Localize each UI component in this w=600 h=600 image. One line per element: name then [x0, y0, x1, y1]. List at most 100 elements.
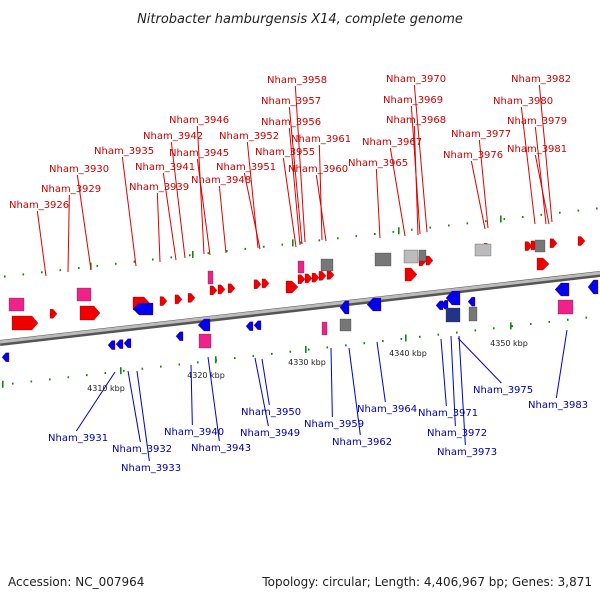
forward-gene: [253, 279, 262, 289]
rna-block: [320, 258, 334, 272]
tick-mark: [86, 374, 88, 377]
tick-mark: [96, 264, 99, 267]
gene-label: Nham_3933: [121, 463, 181, 474]
label-connector: [520, 106, 536, 225]
tick-mark: [152, 258, 154, 261]
gene-label: Nham_3975: [473, 385, 533, 396]
tick-mark-major: [510, 322, 512, 330]
label-connector: [127, 370, 141, 443]
forward-gene: [311, 272, 320, 283]
forward-gene: [174, 294, 183, 305]
gene-label: Nham_3982: [511, 74, 571, 85]
label-connector: [218, 185, 227, 254]
position-label: 4330 kbp: [288, 358, 326, 367]
position-labels: 4310 kbp 4320 kbp 4330 kbp 4340 kbp 4350 kbp: [87, 339, 528, 393]
tick-mark: [41, 271, 43, 274]
rna-block: [468, 306, 478, 322]
gene-label: Nham_3973: [437, 447, 497, 458]
tick-mark: [503, 218, 506, 221]
rna-block: [418, 249, 427, 262]
rna-block: [445, 307, 461, 323]
forward-gene: [297, 274, 306, 284]
gene-label: Nham_3981: [507, 144, 567, 155]
gene-label: Nham_3948: [191, 175, 251, 186]
reverse-gene: [1, 352, 10, 362]
label-connector: [170, 141, 186, 259]
tick-mark: [374, 232, 376, 235]
tick-mark: [67, 376, 70, 379]
tick-mark: [226, 250, 228, 253]
reverse-gene: [175, 331, 184, 341]
topology-text: Topology: circular; Length: 4,406,967 bp…: [261, 575, 592, 589]
tick-mark: [326, 346, 329, 349]
tick-mark: [493, 327, 495, 330]
pseudogene-block: [198, 333, 212, 349]
tick-mark: [234, 357, 236, 360]
gene-label: Nham_3935: [94, 146, 154, 157]
tick-mark-major: [292, 239, 294, 247]
tick-mark: [392, 230, 395, 233]
tick-mark: [559, 211, 561, 214]
gene-label: Nham_3957: [261, 96, 321, 107]
forward-gene: [577, 236, 586, 246]
gene-label: Nham_3940: [164, 427, 224, 438]
gene-label: Nham_3955: [255, 147, 315, 158]
forward-gene: [404, 267, 418, 282]
tick-mark: [22, 273, 25, 276]
gene-label: Nham_3930: [49, 164, 109, 175]
label-connector: [470, 160, 486, 230]
label-connector: [457, 337, 502, 384]
tick-mark-major: [398, 227, 400, 235]
forward-gene: [261, 278, 270, 289]
tick-mark-major: [305, 345, 307, 353]
pseudogene-block: [76, 287, 92, 302]
forward-gene: [187, 293, 196, 303]
label-connector: [410, 105, 421, 235]
tick-mark: [585, 316, 588, 319]
label-connector: [440, 338, 447, 407]
gene-label: Nham_3977: [451, 129, 511, 140]
reverse-gene: [245, 321, 254, 331]
forward-gene: [318, 271, 327, 281]
tick-mark: [337, 237, 339, 240]
label-connector: [261, 358, 270, 406]
reverse-gene: [253, 320, 262, 330]
tick-mark: [12, 382, 14, 385]
rna-block: [403, 249, 419, 264]
gene-label: Nham_3967: [362, 137, 422, 148]
label-connector: [538, 84, 553, 223]
tick-mark: [596, 207, 598, 210]
label-connector: [36, 210, 47, 277]
label-connector: [458, 335, 466, 446]
gene-label: Nham_3979: [507, 116, 567, 127]
reverse-gene: [440, 300, 449, 310]
tick-mark: [382, 340, 384, 343]
accession-text: Accession: NC_007964: [8, 575, 144, 589]
tick-mark: [104, 371, 107, 374]
pseudogene-block: [297, 260, 305, 274]
label-connector: [190, 364, 193, 426]
reverse-gene: [107, 340, 116, 350]
gene-label: Nham_3939: [129, 182, 189, 193]
tick-mark-major: [120, 367, 122, 375]
tick-mark: [59, 269, 62, 272]
tick-mark: [252, 354, 255, 357]
tick-mark: [429, 226, 432, 229]
tick-mark: [530, 323, 532, 326]
gene-label: Nham_3941: [135, 162, 195, 173]
tick-mark-major: [2, 380, 4, 388]
tick-mark: [289, 350, 292, 353]
rna-block: [474, 243, 492, 257]
reverse-gene: [366, 297, 382, 312]
tick-mark: [300, 241, 302, 244]
tick-mark: [522, 215, 524, 218]
label-connector: [534, 154, 550, 225]
tick-mark: [123, 369, 125, 372]
forward-gene: [79, 305, 101, 321]
forward-gene: [524, 241, 533, 251]
tick-mark: [207, 252, 210, 255]
position-label: 4350 kbp: [490, 339, 528, 348]
tick-mark: [263, 245, 265, 248]
reverse-gene: [123, 338, 132, 348]
gene-label: Nham_3972: [427, 428, 487, 439]
